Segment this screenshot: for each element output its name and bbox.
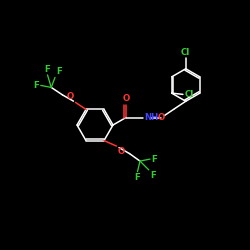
Text: Cl: Cl (181, 48, 190, 57)
Text: F: F (151, 154, 157, 164)
Text: F: F (34, 81, 40, 90)
Text: O: O (67, 92, 74, 102)
Text: F: F (150, 171, 156, 180)
Text: Cl: Cl (184, 90, 194, 99)
Text: O: O (122, 94, 130, 103)
Text: F: F (134, 173, 140, 182)
Text: F: F (44, 65, 50, 74)
Text: NH: NH (145, 113, 159, 122)
Text: O: O (118, 146, 125, 156)
Text: F: F (56, 68, 62, 76)
Text: O: O (158, 113, 165, 122)
